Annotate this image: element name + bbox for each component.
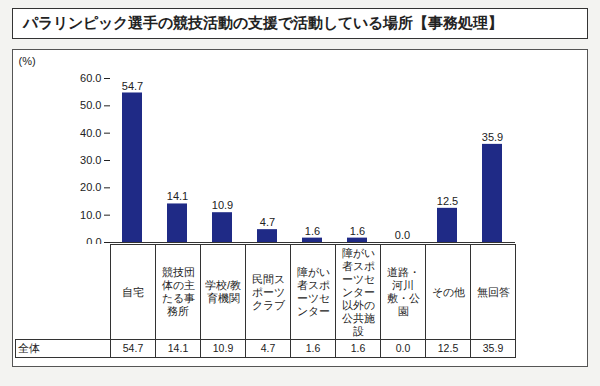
svg-text:30.0: 30.0 [80, 154, 101, 166]
html-text:10.9: 10.9 [212, 342, 234, 354]
html-text:民間スポーツクラブ: 民間スポーツクラブ [251, 272, 285, 311]
html-text:0.0: 0.0 [395, 342, 411, 354]
svg-text:35.9: 35.9 [482, 131, 503, 143]
svg-text:10.0: 10.0 [80, 209, 101, 221]
html-text:道路・河川敷・公園: 道路・河川敷・公園 [386, 266, 420, 317]
html-text:自宅: 自宅 [122, 285, 144, 298]
svg-text:14.1: 14.1 [167, 190, 188, 202]
html-text:パラリンピック選手の競技活動の支援で活動している場所【事務処: パラリンピック選手の競技活動の支援で活動している場所【事務処理】 [23, 14, 503, 31]
html-text:14.1: 14.1 [167, 342, 189, 354]
html-text:無回答: 無回答 [476, 285, 510, 298]
html-text:1.6: 1.6 [350, 342, 366, 354]
html-text:1.6: 1.6 [305, 342, 321, 354]
svg-text:1.6: 1.6 [350, 225, 365, 237]
svg-text:0.0: 0.0 [395, 229, 410, 241]
html-text:障がい者スポーツセンター: 障がい者スポーツセンター [296, 266, 330, 317]
svg-text:10.9: 10.9 [212, 199, 233, 211]
html-text:12.5: 12.5 [437, 342, 459, 354]
svg-text:54.7: 54.7 [122, 80, 143, 92]
svg-text:60.0: 60.0 [80, 72, 101, 84]
html-text:54.7: 54.7 [122, 342, 144, 354]
html-text:学校/教育機関: 学校/教育機関 [205, 279, 241, 304]
svg-text:20.0: 20.0 [80, 181, 101, 193]
svg-text:12.5: 12.5 [437, 195, 458, 207]
svg-text:4.7: 4.7 [260, 216, 275, 228]
svg-text:40.0: 40.0 [80, 127, 101, 139]
svg-text:0.0: 0.0 [86, 236, 101, 244]
svg-text:50.0: 50.0 [80, 99, 101, 111]
html-text:全体: 全体 [18, 342, 40, 354]
html-text:障がい者スポーツセンター以外の公共施設: 障がい者スポーツセンター以外の公共施設 [341, 246, 375, 337]
html-text:競技団体の主たる事務所: 競技団体の主たる事務所 [161, 266, 195, 317]
svg-text:1.6: 1.6 [305, 225, 320, 237]
html-text:4.7: 4.7 [260, 342, 276, 354]
html-text:その他: その他 [431, 285, 465, 298]
svg-text:(%): (%) [19, 55, 36, 67]
html-text:35.9: 35.9 [482, 342, 504, 354]
